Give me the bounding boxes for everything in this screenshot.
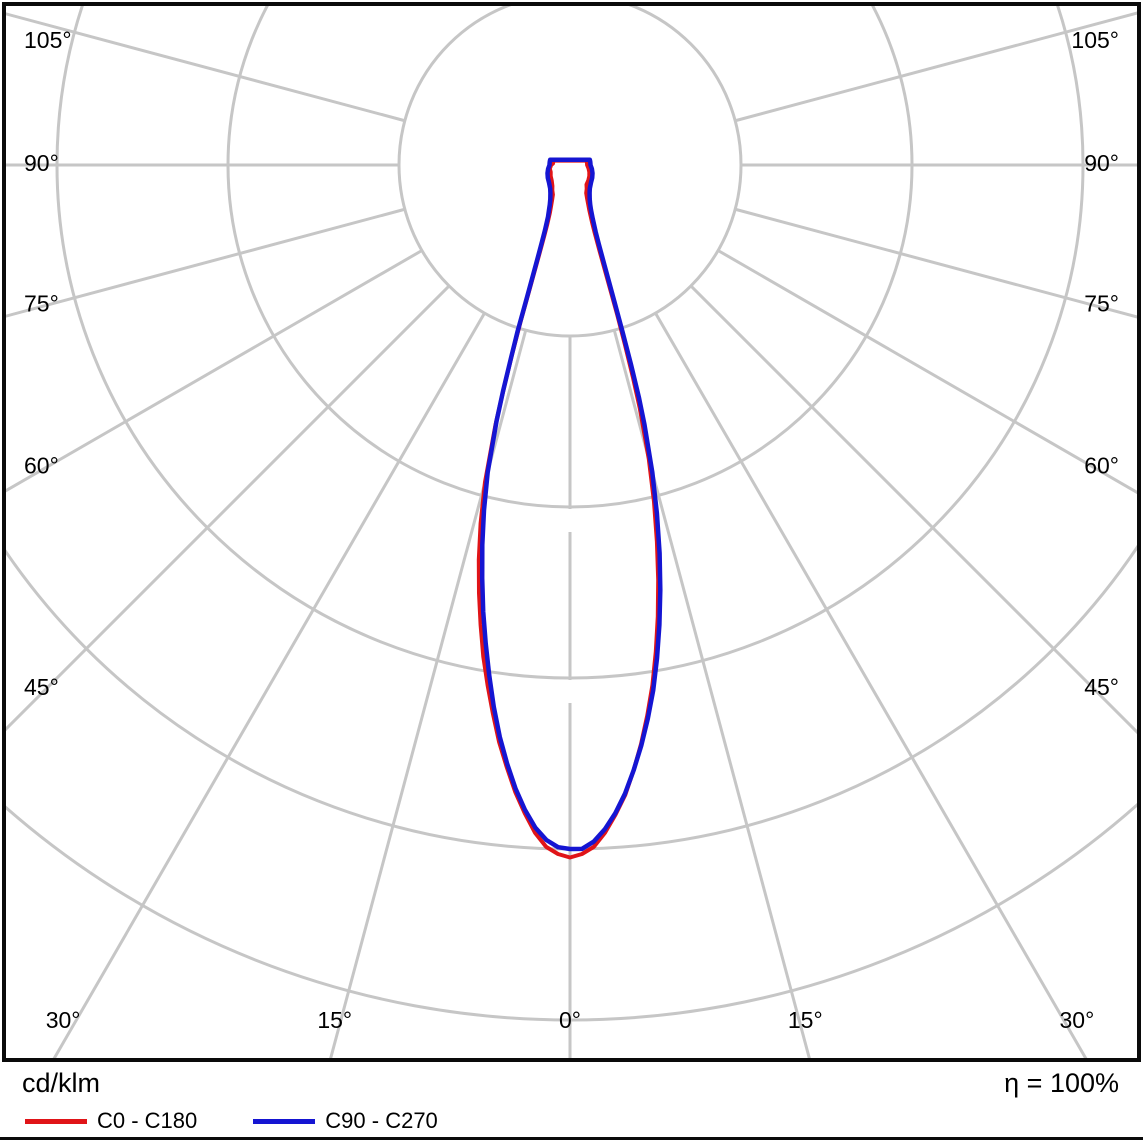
polar-plot-area: 0° 15° 15° 30° 30° 45° 45° 60° 60° 75° 75° 90° 90° 10… — [2, 2, 1141, 1062]
grid-radial-minus-75 — [6, 207, 406, 318]
curve-c90-c270 — [479, 157, 663, 852]
angle-label-left-75: 75° — [24, 290, 59, 316]
bottom-divider — [0, 1137, 1143, 1140]
grid-radial-minus-30 — [52, 312, 486, 1058]
grid-radial-45 — [689, 284, 1137, 735]
figure-footer: cd/klm η = 100% C0 - C180 C90 - C270 — [0, 1062, 1143, 1143]
polar-chart: 0° 15° 15° 30° 30° 45° 45° 60° 60° 75° 75° 90° 90° 10… — [6, 6, 1137, 1058]
angle-label-right-30: 30° — [1060, 1007, 1095, 1033]
grid-ring-1 — [397, 6, 743, 338]
angle-label-0: 0° — [559, 1007, 581, 1033]
grid-radial-minus-45 — [6, 284, 451, 732]
unit-label: cd/klm — [22, 1068, 101, 1098]
scale-label-gap-2 — [561, 680, 579, 703]
scale-label-gap-1 — [561, 509, 579, 532]
legend-label: C0 - C180 — [97, 1108, 198, 1133]
angle-label-right-105: 105° — [1071, 27, 1119, 53]
angle-label-right-15: 15° — [788, 1007, 823, 1033]
grid-radial-minus-105 — [6, 12, 406, 123]
angle-label-left-15: 15° — [317, 1007, 352, 1033]
legend-swatch — [253, 1118, 316, 1124]
grid-radial-minus-60 — [6, 249, 423, 493]
legend-swatch — [25, 1118, 87, 1124]
angle-label-left-90: 90° — [24, 150, 59, 176]
angle-label-left-60: 60° — [24, 453, 59, 479]
angle-label-right-90: 90° — [1084, 150, 1119, 176]
angle-label-left-30: 30° — [46, 1007, 81, 1033]
legend-item-c0-c180: C0 - C180 — [25, 1110, 197, 1132]
grid-radial-minus-15 — [329, 329, 528, 1058]
grid-radial-30 — [654, 312, 1088, 1058]
angle-label-right-75: 75° — [1084, 290, 1119, 316]
angle-label-right-60: 60° — [1084, 453, 1119, 479]
grid-radial-75 — [734, 207, 1137, 319]
legend-item-c90-c270: C90 - C270 — [253, 1110, 438, 1132]
grid-radial-60 — [717, 249, 1137, 495]
legend-label: C90 - C270 — [325, 1108, 438, 1133]
legend: C0 - C180 C90 - C270 — [25, 1110, 494, 1132]
angle-label-right-45: 45° — [1084, 674, 1119, 700]
grid-radial-15 — [612, 329, 811, 1058]
angle-label-left-105: 105° — [24, 27, 72, 53]
angle-label-left-45: 45° — [24, 674, 59, 700]
efficiency-label: η = 100% — [1004, 1068, 1119, 1098]
grid-radial-105 — [734, 11, 1137, 123]
